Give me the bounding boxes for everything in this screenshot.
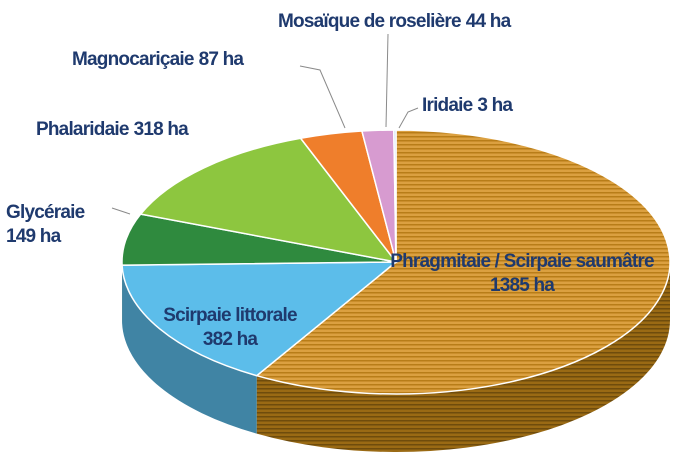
data-label: Phalaridaie 318 ha xyxy=(36,119,189,140)
data-label: Magnocariçaie 87 ha xyxy=(72,49,244,70)
category-label: Mosaïque de roselière xyxy=(278,11,461,32)
value-label: 1385 ha xyxy=(490,275,555,296)
data-label: Iridaie 3 ha xyxy=(422,95,513,116)
slice xyxy=(393,129,397,263)
leader-line xyxy=(299,65,346,129)
category-label: Phalaridaie xyxy=(36,119,129,140)
data-label: Phragmitaie / Scirpaie saumâtre 1385 ha xyxy=(390,251,654,296)
data-label: Mosaïque de roselière 44 ha xyxy=(278,11,512,32)
value-label: 44 ha xyxy=(466,11,512,32)
slice xyxy=(121,261,399,377)
slice xyxy=(139,137,398,264)
value-label: 87 ha xyxy=(199,49,245,70)
leader-line xyxy=(111,207,131,215)
category-label: Phragmitaie / Scirpaie saumâtre xyxy=(390,251,654,272)
value-label: 149 ha xyxy=(6,226,62,247)
value-label: 382 ha xyxy=(203,329,259,350)
category-label: Glycéraie xyxy=(6,202,85,223)
category-label: Scirpaie littorale xyxy=(163,305,297,326)
category-label: Magnocariçaie xyxy=(72,49,194,70)
slice xyxy=(255,129,671,395)
value-label: 318 ha xyxy=(134,119,190,140)
data-label: Scirpaie littorale 382 ha xyxy=(163,305,297,350)
category-label: Iridaie xyxy=(422,95,473,116)
value-label: 3 ha xyxy=(477,95,513,116)
slice-side xyxy=(256,262,670,452)
data-label: Glycéraie 149 ha xyxy=(6,202,85,247)
leader-line xyxy=(398,107,419,129)
leader-line xyxy=(385,33,389,128)
